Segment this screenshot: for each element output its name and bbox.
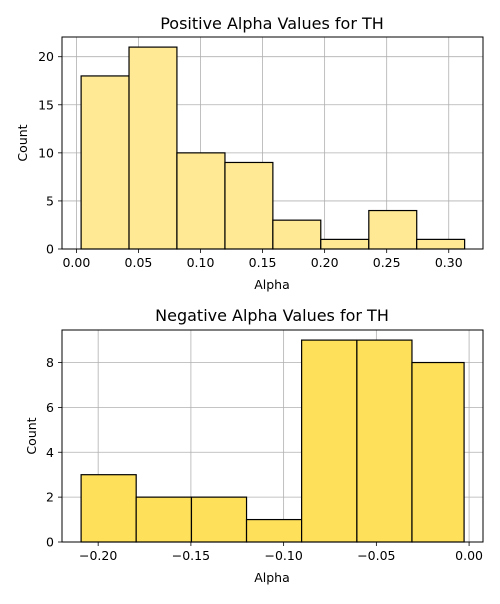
histogram-bar [80,75,130,250]
histogram-bar [356,339,413,543]
histogram-bar [368,209,418,250]
y-axis-label: Count [24,417,39,454]
x-tick-label: 0.05 [125,255,153,270]
histogram-bar [411,361,465,543]
y-tick-label: 6 [46,400,54,415]
histogram-bar [176,152,226,250]
y-tick-label: 5 [46,193,54,208]
x-axis-label: Alpha [254,570,290,585]
x-tick-label: −0.20 [79,548,117,563]
bars [80,339,465,543]
y-tick-label: 20 [38,49,54,64]
x-tick-label: 0.10 [187,255,215,270]
x-tick-label: −0.10 [264,548,302,563]
x-tick-label: 0.15 [249,255,277,270]
y-tick-label: 0 [46,535,54,550]
y-tick-label: 4 [46,445,54,460]
x-ticks: 0.00 0.05 0.10 0.15 0.20 0.25 0.30 [62,249,463,270]
histogram-bar [320,238,370,250]
histogram-bar [245,518,303,543]
y-tick-label: 2 [46,490,54,505]
y-ticks: 0 5 10 15 20 [38,49,62,257]
chart-title: Positive Alpha Values for TH [160,14,384,33]
histogram-bar [224,161,274,250]
y-ticks: 0 2 4 6 8 [46,355,62,550]
histogram-bar [301,339,358,543]
positive-alpha-histogram: Positive Alpha Values for TH 0.00 0.05 0.1… [15,14,484,292]
y-tick-label: 15 [38,97,54,112]
histogram-bar [272,219,322,250]
x-tick-label: 0.00 [455,548,483,563]
x-tick-label: −0.15 [172,548,210,563]
x-tick-label: 0.20 [311,255,339,270]
chart-title: Negative Alpha Values for TH [155,306,389,325]
histogram-bar [190,496,248,543]
negative-alpha-histogram: Negative Alpha Values for TH −0.20 −0.15−… [24,306,484,585]
y-tick-label: 8 [46,355,54,370]
x-ticks: −0.20 −0.15 −0.10 −0.05 0.00 [79,542,483,563]
x-tick-label: 0.00 [62,255,90,270]
x-tick-label: 0.25 [373,255,401,270]
x-tick-label: −0.05 [357,548,395,563]
x-tick-label: 0.30 [435,255,463,270]
y-axis-label: Count [15,124,30,161]
histogram-bar [135,496,193,543]
plot-frame [61,36,484,250]
y-tick-label: 0 [46,242,54,257]
plot-frame [61,329,484,543]
histogram-bar [80,474,137,543]
histogram-bar [416,238,466,250]
y-tick-label: 10 [38,145,54,160]
histogram-bar [128,46,178,250]
bars [80,46,466,250]
x-axis-label: Alpha [254,277,290,292]
